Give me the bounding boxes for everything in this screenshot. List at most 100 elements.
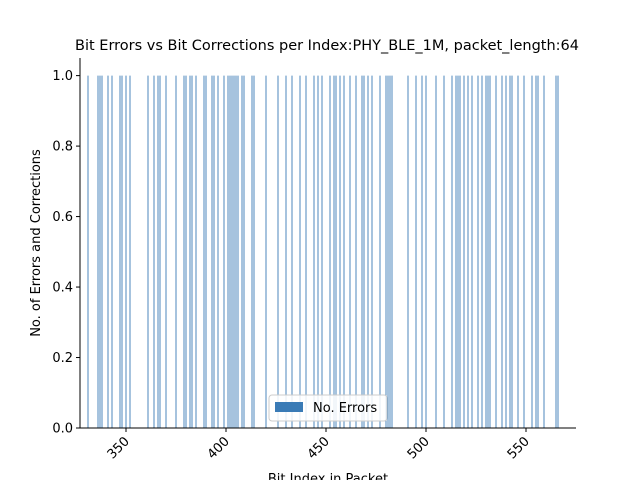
bar	[277, 75, 279, 429]
bar	[335, 75, 337, 429]
bar	[217, 75, 219, 429]
bar	[555, 75, 557, 429]
bar	[501, 75, 503, 429]
bar	[241, 75, 243, 429]
x-tick-label: 400	[205, 434, 233, 462]
bar	[165, 75, 167, 429]
bar	[265, 75, 267, 429]
x-tick-label: 500	[405, 434, 433, 462]
bars-group	[87, 75, 559, 429]
bar	[333, 75, 335, 429]
legend-swatch	[275, 402, 303, 412]
y-tick-label: 0.8	[52, 140, 73, 155]
bar	[203, 75, 205, 429]
bar	[463, 75, 465, 429]
bar	[543, 75, 545, 429]
x-tick-label: 550	[505, 434, 533, 462]
bar	[415, 75, 417, 429]
bar	[329, 75, 331, 429]
bar	[299, 75, 301, 429]
bar	[87, 75, 89, 429]
y-tick-label: 1.0	[52, 69, 73, 84]
bar	[387, 75, 389, 429]
bar	[509, 75, 511, 429]
bar	[443, 75, 445, 429]
x-axis-label: Bit Index in Packet	[268, 472, 388, 480]
bar	[511, 75, 513, 429]
bar	[285, 75, 287, 429]
bar	[147, 75, 149, 429]
bar	[111, 75, 113, 429]
bar	[537, 75, 539, 429]
bar	[189, 75, 191, 429]
bar	[495, 75, 497, 429]
bar	[481, 75, 483, 429]
bar	[487, 75, 489, 429]
bar	[363, 75, 365, 429]
bar	[237, 75, 239, 429]
bar	[183, 75, 185, 429]
bar	[477, 75, 479, 429]
bar	[253, 75, 255, 429]
bar	[371, 75, 373, 429]
bar	[321, 75, 323, 429]
bar	[367, 75, 369, 429]
bar	[421, 75, 423, 429]
bar	[213, 75, 215, 429]
bar	[121, 75, 123, 429]
y-tick-label: 0.6	[52, 210, 73, 225]
bar	[457, 75, 459, 429]
bar	[517, 75, 519, 429]
bar	[451, 75, 453, 429]
bar	[153, 75, 155, 429]
bar	[349, 75, 351, 429]
bar	[455, 75, 457, 429]
bar	[107, 75, 109, 429]
y-tick-label: 0.0	[52, 422, 73, 437]
bar	[101, 75, 103, 429]
bar	[233, 75, 235, 429]
bar	[467, 75, 469, 429]
bar	[361, 75, 363, 429]
bar	[243, 75, 245, 429]
bar	[195, 75, 197, 429]
bar	[291, 75, 293, 429]
bar	[251, 75, 253, 429]
bar	[339, 75, 341, 429]
bar	[505, 75, 507, 429]
x-axis-ticks: 350 400 450 500 550	[105, 428, 533, 462]
bar	[125, 75, 127, 429]
bar	[119, 75, 121, 429]
legend-label: No. Errors	[313, 401, 377, 416]
bar	[425, 75, 427, 429]
bar	[523, 75, 525, 429]
y-axis-ticks: 0.0 0.2 0.4 0.6 0.8 1.0	[52, 69, 80, 437]
bar	[343, 75, 345, 429]
x-tick-label: 450	[305, 434, 333, 462]
bar	[97, 75, 99, 429]
bar	[205, 75, 207, 429]
y-tick-label: 0.2	[52, 351, 73, 366]
bar	[531, 75, 533, 429]
bar	[535, 75, 537, 429]
bar	[191, 75, 193, 429]
bar	[379, 75, 381, 429]
bar	[227, 75, 229, 429]
bar	[223, 75, 225, 429]
bar	[229, 75, 231, 429]
bar	[175, 75, 177, 429]
x-tick-label: 350	[105, 434, 133, 462]
bar	[231, 75, 233, 429]
bar	[159, 75, 161, 429]
bar	[129, 75, 131, 429]
y-tick-label: 0.4	[52, 281, 73, 296]
bar	[557, 75, 559, 429]
bar	[459, 75, 461, 429]
bar	[235, 75, 237, 429]
y-axis-label: No. of Errors and Corrections	[29, 149, 44, 337]
bar	[389, 75, 391, 429]
bar	[435, 75, 437, 429]
bar	[489, 75, 491, 429]
bar	[317, 75, 319, 429]
